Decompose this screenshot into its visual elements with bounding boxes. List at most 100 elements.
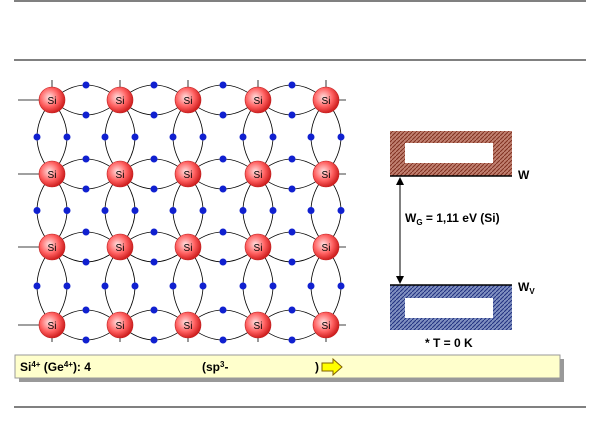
electron bbox=[288, 228, 296, 236]
info-bar: Si4+ (Ge4+): 4 (sp3- ) bbox=[14, 354, 564, 382]
atom bbox=[312, 86, 340, 114]
note: * T = 0 K bbox=[425, 336, 473, 350]
atom bbox=[174, 311, 202, 339]
bar-text: (sp3- bbox=[202, 360, 228, 374]
atom bbox=[312, 311, 340, 339]
atom-label: Si bbox=[184, 96, 193, 107]
atom-label: Si bbox=[322, 243, 331, 254]
electron bbox=[82, 306, 90, 314]
sup: 4+ bbox=[31, 360, 40, 369]
electron bbox=[239, 133, 247, 141]
electron bbox=[131, 282, 139, 290]
electron bbox=[63, 207, 71, 214]
conduction-label: W bbox=[518, 168, 530, 182]
electron bbox=[269, 133, 277, 141]
atom-label: Si bbox=[116, 170, 125, 181]
electron bbox=[33, 207, 41, 214]
atom bbox=[174, 160, 202, 188]
electron bbox=[82, 258, 90, 266]
atom bbox=[38, 311, 66, 339]
atom-label: Si bbox=[254, 96, 263, 107]
arrow-icon bbox=[321, 357, 343, 377]
electron bbox=[101, 207, 109, 214]
electron bbox=[150, 228, 158, 236]
electron bbox=[150, 81, 158, 89]
electron bbox=[199, 207, 207, 214]
valence-label: WV bbox=[518, 280, 535, 296]
band-inner bbox=[405, 298, 493, 318]
electron bbox=[199, 133, 207, 141]
atom bbox=[38, 233, 66, 261]
atom bbox=[244, 233, 272, 261]
electron bbox=[150, 306, 158, 314]
band-diagram: W WG = 1,11 eV (Si) WV * T = 0 K bbox=[390, 131, 535, 350]
electron bbox=[150, 111, 158, 119]
atom-label: Si bbox=[184, 321, 193, 332]
electron bbox=[239, 207, 247, 214]
atom bbox=[38, 160, 66, 188]
gap-subscript: G bbox=[416, 218, 422, 227]
electron bbox=[288, 111, 296, 119]
electron bbox=[269, 207, 277, 214]
atom bbox=[106, 311, 134, 339]
electron bbox=[219, 228, 227, 236]
electron bbox=[219, 185, 227, 193]
t: - bbox=[224, 360, 228, 374]
electron bbox=[307, 282, 315, 290]
atom-label: Si bbox=[116, 243, 125, 254]
atom-label: Si bbox=[48, 321, 57, 332]
electron bbox=[219, 336, 227, 344]
atom bbox=[174, 233, 202, 261]
atom bbox=[38, 86, 66, 114]
electron bbox=[82, 155, 90, 163]
t: Si bbox=[20, 360, 31, 374]
atom-label: Si bbox=[254, 170, 263, 181]
band-inner bbox=[405, 143, 493, 163]
gap-symbol: W bbox=[405, 211, 417, 225]
electron bbox=[288, 336, 296, 344]
electron bbox=[288, 185, 296, 193]
atom bbox=[244, 311, 272, 339]
electron bbox=[337, 207, 345, 214]
t: ): 4 bbox=[73, 360, 91, 374]
sup: 3 bbox=[220, 360, 225, 369]
atom bbox=[174, 86, 202, 114]
lattice: Si Si Si Si Si Si Si Si Si Si Si Si Si Si Si Si Si Si Si Si bbox=[18, 80, 346, 344]
atom-label: Si bbox=[322, 170, 331, 181]
valence-symbol: W bbox=[518, 280, 530, 294]
electron bbox=[82, 81, 90, 89]
electron bbox=[337, 133, 345, 141]
atom-label: Si bbox=[48, 96, 57, 107]
bar-text: Si4+ (Ge4+): 4 bbox=[20, 360, 91, 374]
electron bbox=[82, 336, 90, 344]
atom bbox=[312, 160, 340, 188]
electron bbox=[169, 207, 177, 214]
atom bbox=[244, 86, 272, 114]
electron bbox=[199, 282, 207, 290]
electron bbox=[288, 258, 296, 266]
atom-label: Si bbox=[322, 96, 331, 107]
atom-label: Si bbox=[322, 321, 331, 332]
electron bbox=[288, 155, 296, 163]
electron bbox=[169, 282, 177, 290]
electron bbox=[33, 133, 41, 141]
atom bbox=[106, 86, 134, 114]
sup: 4+ bbox=[64, 360, 73, 369]
atom-label: Si bbox=[254, 243, 263, 254]
atom bbox=[312, 233, 340, 261]
electron bbox=[150, 258, 158, 266]
gap-label: WG = 1,11 eV (Si) bbox=[405, 211, 500, 227]
electron bbox=[131, 133, 139, 141]
electron bbox=[307, 207, 315, 214]
electron bbox=[219, 155, 227, 163]
atom-label: Si bbox=[254, 321, 263, 332]
atom-label: Si bbox=[116, 321, 125, 332]
electron bbox=[63, 282, 71, 290]
t: (sp bbox=[202, 360, 220, 374]
electron bbox=[219, 306, 227, 314]
atom-label: Si bbox=[116, 96, 125, 107]
electron bbox=[150, 185, 158, 193]
atom-label: Si bbox=[184, 170, 193, 181]
electron bbox=[63, 133, 71, 141]
